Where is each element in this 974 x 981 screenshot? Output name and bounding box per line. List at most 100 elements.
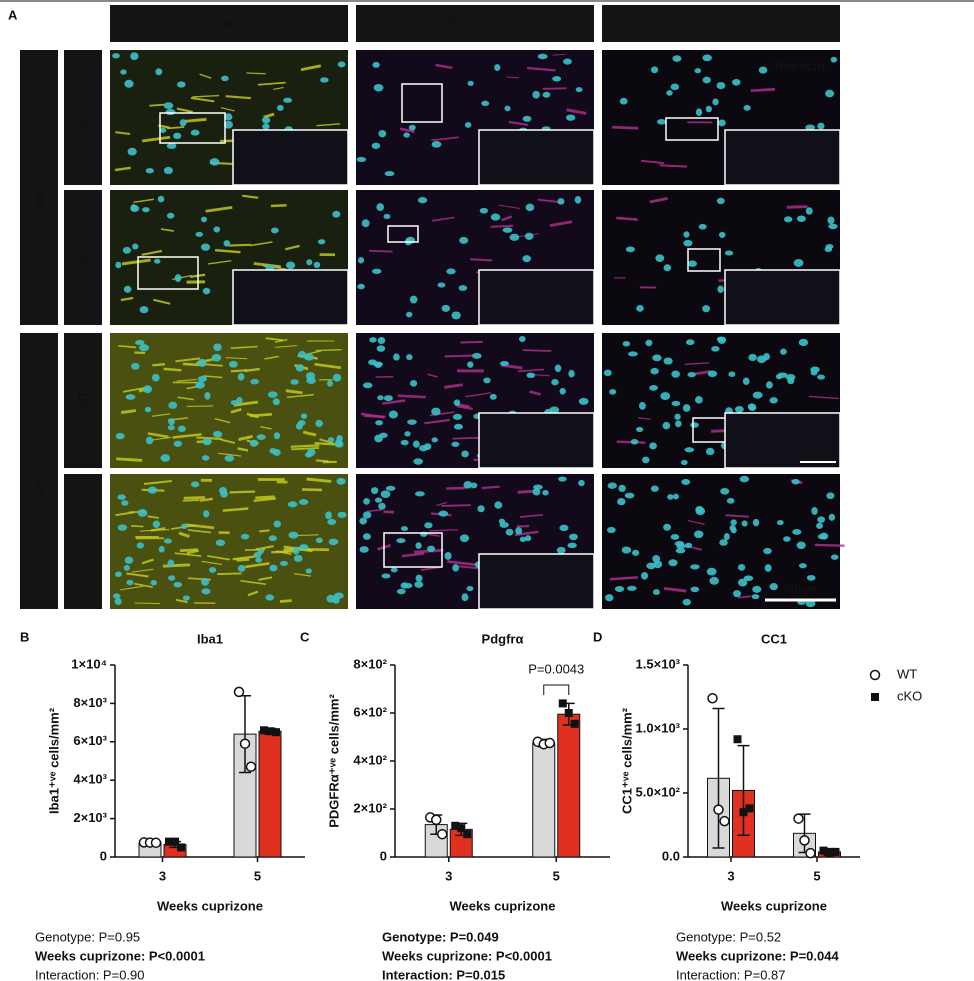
process	[187, 529, 212, 534]
process	[517, 368, 544, 373]
nucleus	[437, 282, 446, 288]
nucleus	[663, 264, 672, 272]
nucleus	[552, 76, 562, 82]
nucleus	[370, 487, 379, 495]
process	[185, 523, 215, 530]
nucleus	[155, 68, 163, 76]
nucleus	[424, 522, 433, 529]
y-tick-label: 1×10⁴	[71, 656, 107, 671]
stats-line: Interaction: P=0.90	[35, 967, 145, 981]
nucleus	[265, 594, 275, 601]
nucleus	[326, 594, 336, 603]
process	[447, 560, 476, 567]
nucleus	[720, 488, 730, 495]
bar	[258, 730, 282, 858]
nucleus	[197, 375, 208, 382]
nucleus	[204, 392, 211, 400]
nucleus	[672, 55, 682, 62]
column-header-bg	[110, 5, 348, 42]
nucleus	[690, 422, 699, 428]
nucleus	[522, 255, 531, 263]
process	[285, 389, 303, 395]
nucleus	[127, 147, 137, 156]
data-point	[799, 835, 810, 846]
nucleus	[384, 170, 395, 177]
nucleus	[438, 510, 449, 517]
process	[199, 497, 214, 502]
nucleus	[796, 215, 806, 222]
stats-line: Genotype: P=0.049	[382, 929, 499, 944]
legend-label: cKO	[897, 688, 922, 703]
nucleus	[383, 213, 391, 220]
nucleus	[459, 534, 470, 543]
process	[208, 260, 232, 265]
nucleus	[268, 535, 277, 542]
process	[446, 486, 466, 490]
stats-line: Genotype: P=0.52	[676, 929, 781, 944]
nucleus	[663, 523, 672, 531]
nucleus	[121, 500, 129, 506]
nucleus	[627, 585, 637, 591]
nucleus	[202, 437, 212, 446]
process	[233, 400, 259, 407]
nucleus	[477, 505, 485, 513]
row-label: WT	[75, 390, 90, 410]
group-label-bg	[20, 333, 58, 609]
process	[401, 552, 425, 558]
nucleus	[374, 497, 383, 503]
nucleus	[825, 89, 835, 98]
nucleus	[159, 127, 167, 133]
inset-scale-label: 10µm	[801, 443, 835, 458]
nucleus	[441, 304, 451, 312]
nucleus	[622, 340, 631, 347]
error-bar	[712, 707, 725, 849]
nucleus	[419, 444, 428, 452]
process	[637, 417, 652, 420]
nucleus	[733, 590, 742, 598]
process	[167, 126, 185, 130]
nucleus	[461, 593, 469, 602]
micrograph	[110, 474, 348, 609]
process	[176, 378, 198, 382]
x-tick-label: 3	[159, 868, 166, 883]
nucleus	[817, 122, 825, 130]
nucleus	[250, 378, 259, 385]
nucleus	[811, 507, 818, 515]
nucleus	[783, 216, 793, 223]
nucleus	[305, 372, 316, 380]
nucleus	[400, 439, 409, 446]
process	[369, 249, 393, 253]
y-tick-label: 0	[380, 848, 387, 863]
process	[399, 127, 415, 134]
nucleus	[743, 104, 751, 111]
inset	[724, 269, 841, 326]
nucleus	[160, 454, 171, 462]
nucleus	[743, 575, 754, 582]
nucleus	[409, 379, 418, 387]
data-point	[431, 814, 442, 826]
nucleus	[690, 586, 700, 593]
row-label-bg	[64, 50, 102, 185]
nucleus	[532, 487, 541, 496]
nucleus	[388, 410, 398, 419]
nucleus	[756, 355, 767, 364]
nucleus	[361, 219, 370, 228]
process	[151, 413, 171, 417]
nucleus	[126, 579, 134, 586]
y-axis-label: PDGFRα⁺ᵛᵉ cells/mm²	[326, 694, 341, 828]
nucleus	[115, 261, 122, 269]
nucleus	[672, 493, 679, 500]
nucleus	[668, 559, 678, 567]
nucleus	[139, 344, 150, 352]
nucleus	[575, 87, 583, 93]
nucleus	[805, 124, 816, 131]
nucleus	[769, 397, 778, 404]
nucleus	[675, 548, 686, 554]
nucleus	[112, 53, 120, 59]
nucleus	[663, 357, 673, 365]
nucleus	[515, 527, 523, 535]
process	[501, 215, 513, 222]
nucleus	[130, 52, 139, 61]
nucleus	[279, 560, 289, 566]
nucleus	[558, 476, 567, 482]
